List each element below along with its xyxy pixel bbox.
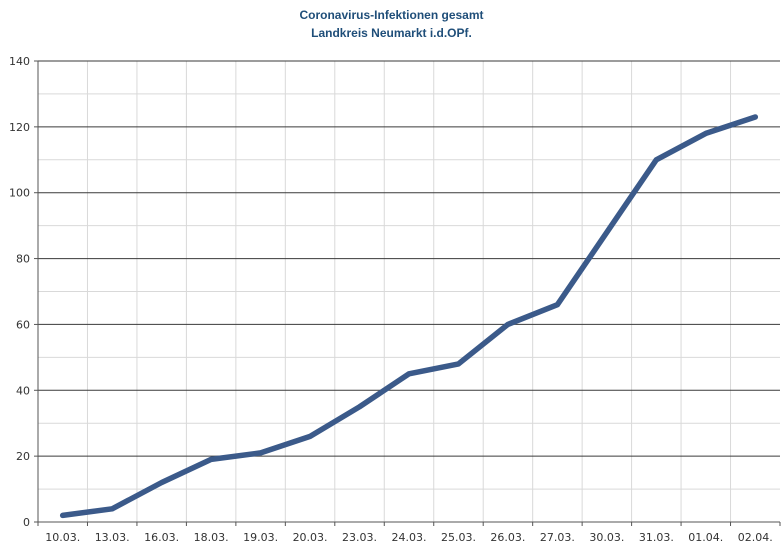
x-tick-label: 27.03. [540, 531, 575, 544]
x-tick-label: 24.03. [392, 531, 427, 544]
y-tick-label: 120 [9, 121, 30, 134]
x-tick-label: 16.03. [144, 531, 179, 544]
y-tick-label: 60 [16, 318, 30, 331]
series-layer [59, 114, 759, 519]
y-tick-label: 0 [23, 516, 30, 529]
chart-title: Coronavirus-Infektionen gesamt [299, 8, 484, 22]
y-tick-label: 20 [16, 450, 30, 463]
grid-layer [38, 60, 780, 522]
x-tick-label: 01.04. [688, 531, 723, 544]
y-tick-label: 40 [16, 384, 30, 397]
y-tick-label: 100 [9, 187, 30, 200]
x-tick-label: 25.03. [441, 531, 476, 544]
series-line [59, 114, 759, 519]
chart-subtitle: Landkreis Neumarkt i.d.OPf. [311, 26, 472, 40]
y-tick-label: 140 [9, 55, 30, 68]
x-tick-label: 02.04. [738, 531, 773, 544]
x-tick-label: 18.03. [194, 531, 229, 544]
x-tick-label: 31.03. [639, 531, 674, 544]
x-tick-label: 13.03. [95, 531, 130, 544]
x-tick-label: 26.03. [490, 531, 525, 544]
x-tick-label: 23.03. [342, 531, 377, 544]
x-tick-label: 30.03. [589, 531, 624, 544]
x-tick-label: 20.03. [293, 531, 328, 544]
axis-layer [34, 60, 781, 526]
y-tick-label: 80 [16, 253, 30, 266]
tick-label-layer: 0 20 40 60 80 100 120 140 10.03. 13.03. 16.03. 18.0… [9, 55, 773, 544]
x-tick-label: 19.03. [243, 531, 278, 544]
x-tick-label: 10.03. [45, 531, 80, 544]
